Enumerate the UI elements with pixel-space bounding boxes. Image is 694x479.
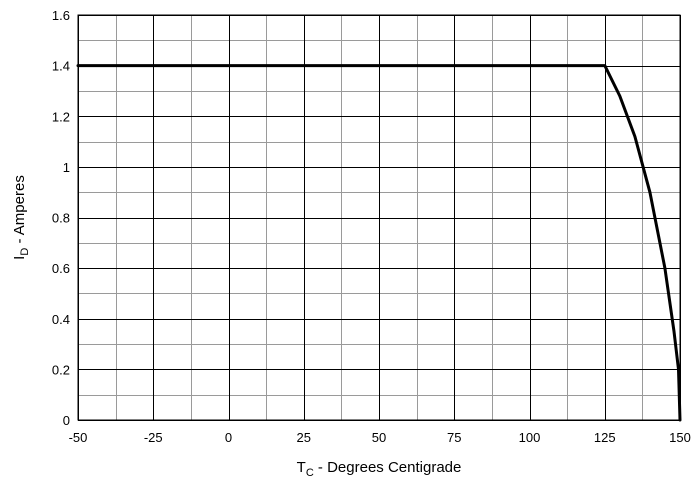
x-axis-title: TC - Degrees Centigrade: [297, 459, 462, 479]
x-tick-label: 50: [372, 430, 386, 445]
x-tick-label: -50: [69, 430, 88, 445]
y-tick-label: 1.2: [52, 109, 70, 124]
x-axis-title-subscript: C: [306, 467, 314, 479]
y-tick-label: 1: [63, 160, 70, 175]
series-group: [76, 64, 682, 422]
y-tick-labels: 0 0.2 0.4 0.6 0.8 1 1.2 1.4 1.6: [52, 8, 70, 428]
x-tick-label: 25: [297, 430, 311, 445]
x-tick-labels: -50 -25 0 25 50 75 100 125 150: [69, 430, 691, 445]
y-tick-label: 0.6: [52, 261, 70, 276]
x-tick-label: 100: [519, 430, 541, 445]
x-tick-label: 0: [225, 430, 232, 445]
x-tick-label: 75: [447, 430, 461, 445]
x-tick-label: 150: [669, 430, 691, 445]
y-tick-label: 0.2: [52, 362, 70, 377]
x-axis-title-rest: - Degrees Centigrade: [314, 459, 462, 476]
y-tick-label: 0.8: [52, 211, 70, 226]
plot-area-frame: [77, 14, 681, 421]
y-tick-label: 1.6: [52, 8, 70, 23]
y-axis-title-main: I: [11, 256, 28, 260]
y-axis-title: ID - Amperes: [11, 175, 31, 260]
x-tick-label: -25: [144, 430, 163, 445]
y-tick-label: 0: [63, 413, 70, 428]
x-axis-title-main: T: [297, 459, 306, 476]
y-axis-title-subscript: D: [19, 248, 31, 256]
y-tick-label: 0.4: [52, 312, 70, 327]
y-tick-label: 1.4: [52, 59, 70, 74]
x-tick-label: 125: [594, 430, 616, 445]
series-line: [76, 64, 682, 422]
major-grid: [78, 15, 681, 421]
y-axis-title-rest: - Amperes: [11, 175, 28, 248]
